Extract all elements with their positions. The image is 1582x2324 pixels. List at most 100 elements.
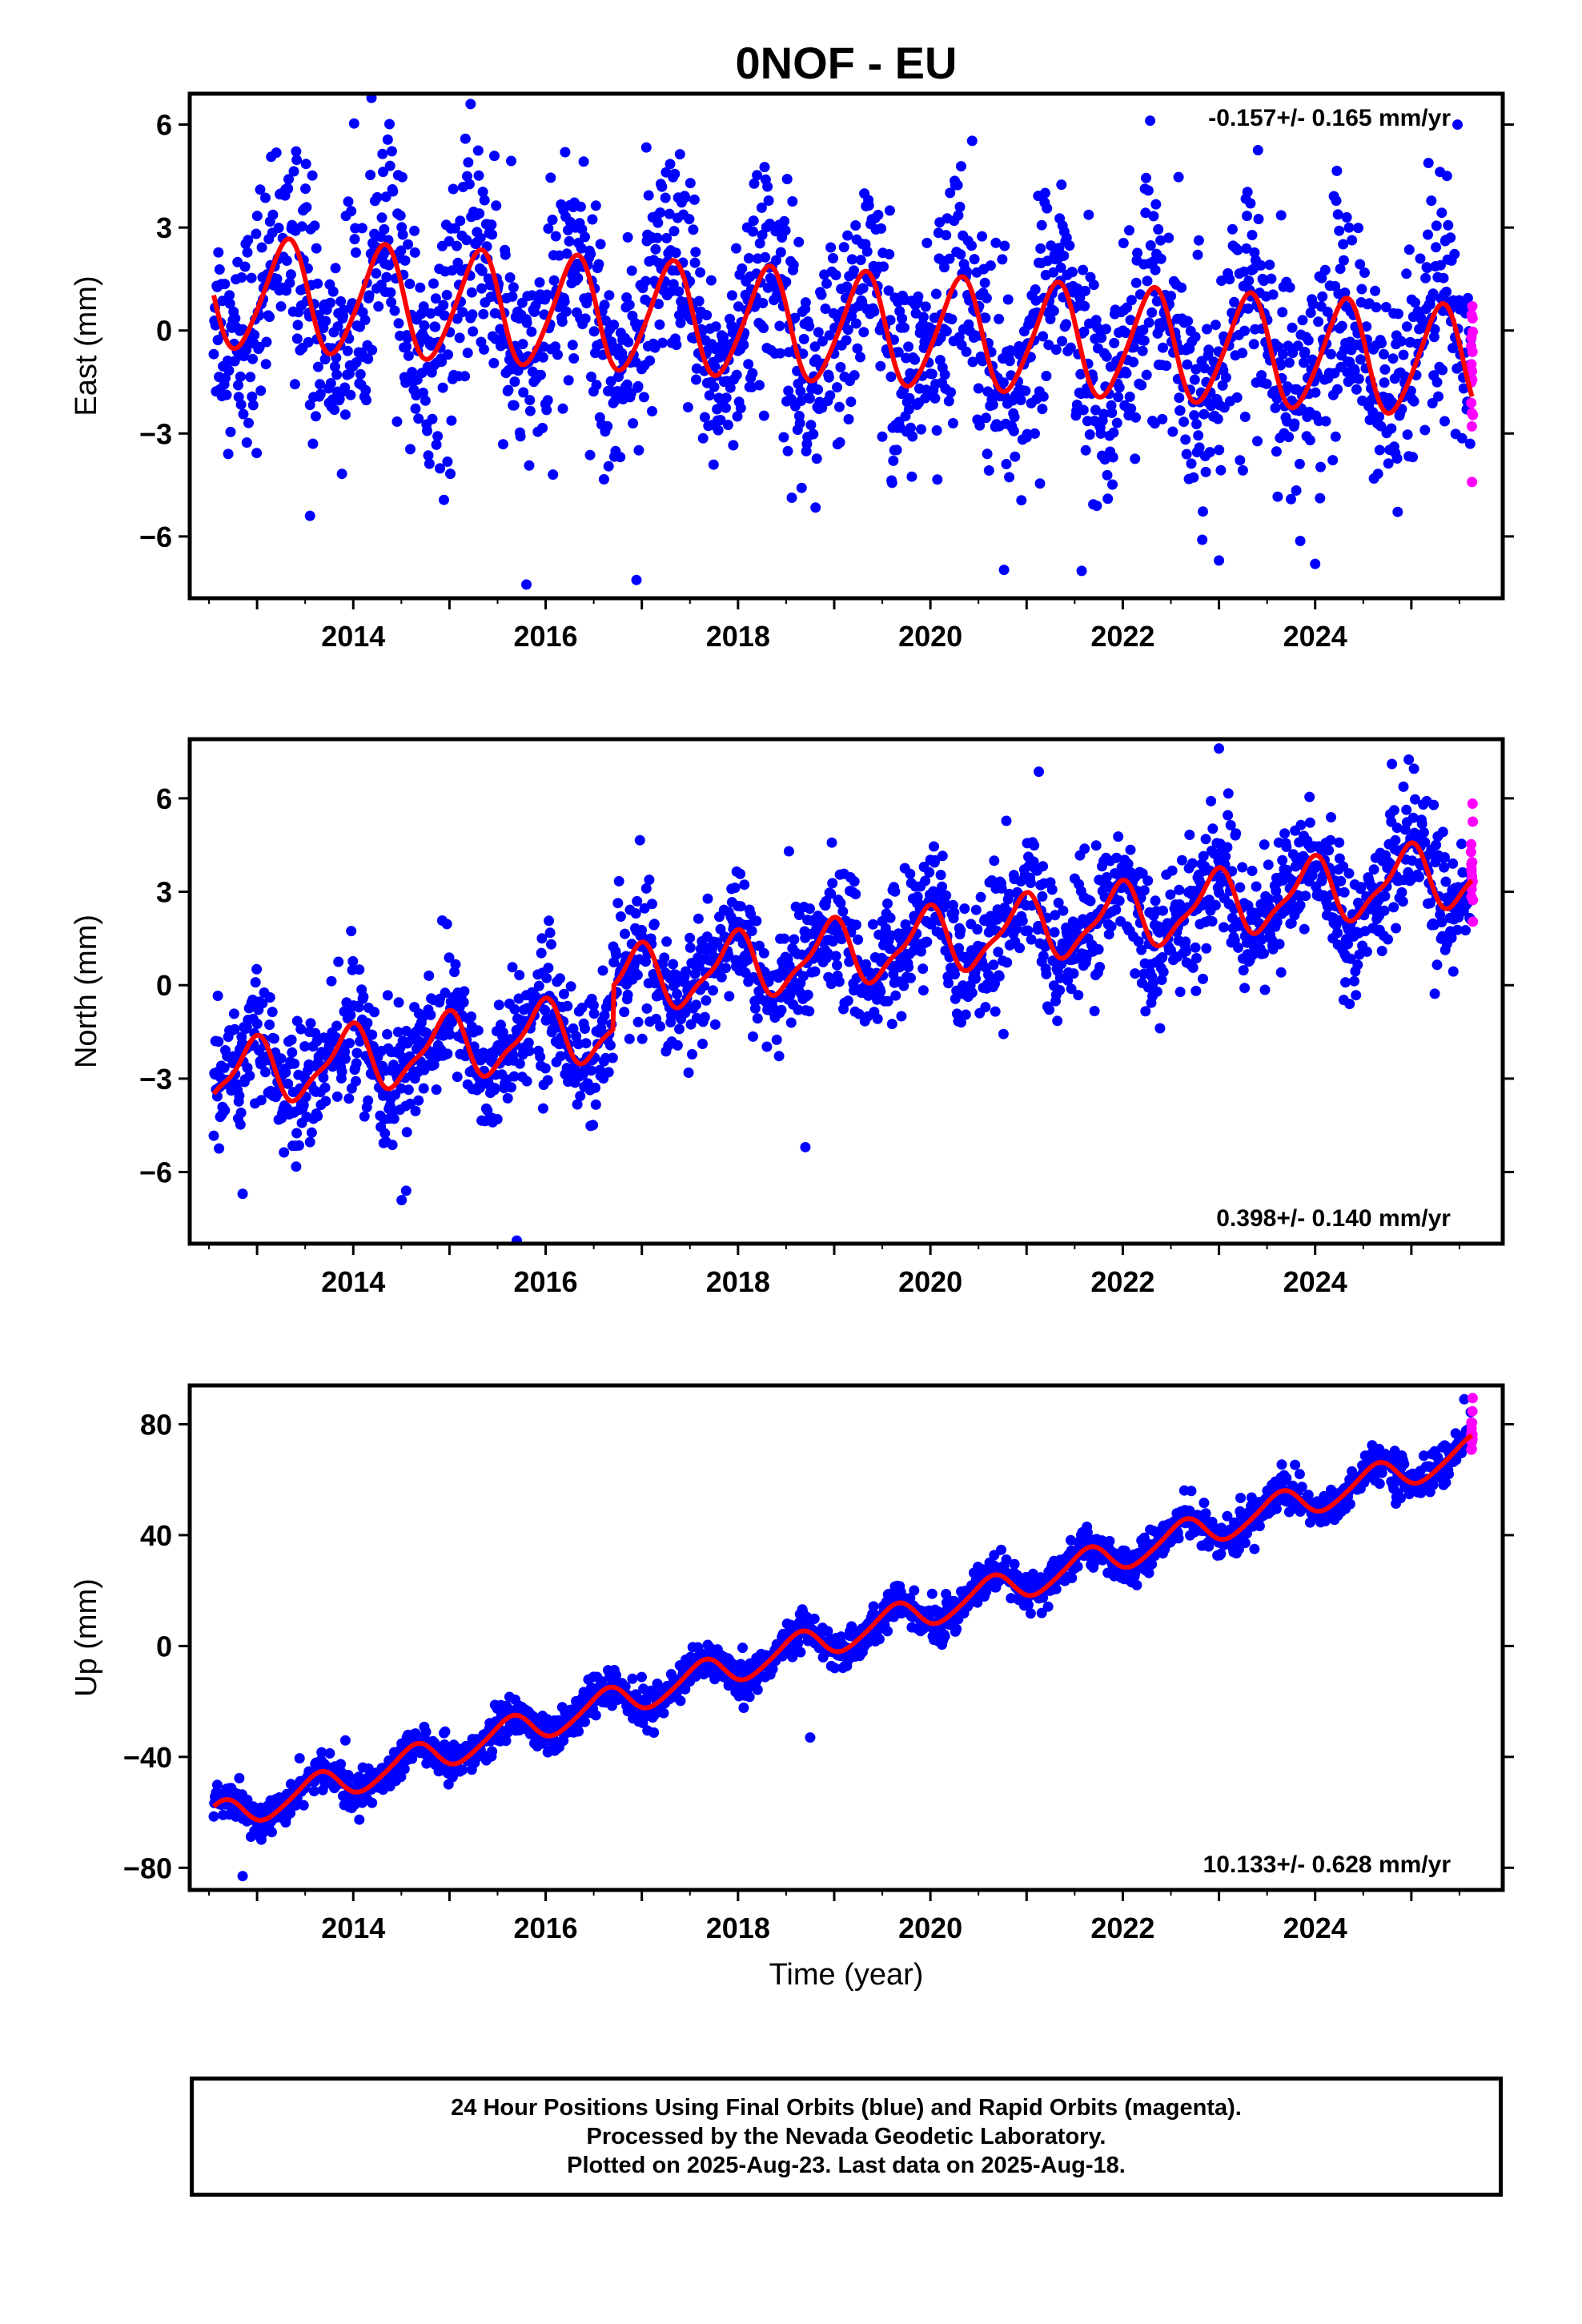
final-orbit-point — [632, 895, 643, 907]
final-orbit-point — [343, 196, 354, 207]
final-orbit-point — [251, 448, 263, 459]
final-orbit-point — [1407, 452, 1419, 463]
final-orbit-point — [722, 420, 733, 431]
final-orbit-point — [1151, 296, 1162, 307]
final-orbit-point — [559, 296, 570, 307]
final-orbit-point — [463, 157, 474, 168]
final-orbit-point — [224, 290, 235, 301]
final-orbit-point — [1271, 916, 1283, 927]
data-points — [208, 1393, 1478, 1882]
final-orbit-point — [793, 236, 805, 247]
final-orbit-point — [989, 855, 1000, 866]
final-orbit-point — [237, 1188, 248, 1200]
final-orbit-point — [1141, 172, 1151, 183]
final-orbit-point — [384, 119, 395, 130]
final-orbit-point — [886, 477, 897, 489]
final-orbit-point — [1299, 923, 1310, 935]
final-orbit-point — [1022, 925, 1034, 936]
final-orbit-point — [1326, 348, 1336, 360]
final-orbit-point — [315, 388, 326, 400]
final-orbit-point — [308, 1786, 319, 1797]
final-orbit-point — [1207, 823, 1219, 834]
final-orbit-point — [561, 248, 572, 259]
final-orbit-point — [1215, 464, 1227, 476]
final-orbit-point — [1062, 975, 1074, 986]
final-orbit-point — [1045, 313, 1056, 324]
final-orbit-point — [844, 956, 855, 967]
final-orbit-point — [1456, 838, 1467, 850]
data-points — [208, 743, 1479, 1244]
final-orbit-point — [808, 428, 819, 440]
final-orbit-point — [208, 1130, 219, 1141]
final-orbit-point — [979, 277, 990, 288]
final-orbit-point — [537, 1103, 548, 1114]
final-orbit-point — [1076, 565, 1087, 577]
final-orbit-point — [1083, 209, 1094, 220]
data-points — [208, 94, 1479, 590]
final-orbit-point — [402, 332, 413, 344]
final-orbit-point — [537, 423, 548, 433]
final-orbit-point — [1142, 275, 1153, 287]
final-orbit-point — [1085, 895, 1096, 907]
final-orbit-point — [264, 312, 275, 323]
final-orbit-point — [1388, 902, 1399, 913]
final-orbit-point — [1142, 185, 1154, 196]
final-orbit-point — [980, 1002, 991, 1013]
final-orbit-point — [1130, 412, 1141, 423]
final-orbit-point — [409, 225, 420, 236]
final-orbit-point — [1223, 788, 1234, 799]
final-orbit-point — [318, 1072, 329, 1083]
final-orbit-point — [356, 223, 367, 234]
final-orbit-point — [526, 326, 537, 337]
final-orbit-point — [1330, 431, 1341, 442]
final-orbit-point — [1137, 868, 1148, 879]
final-orbit-point — [213, 1036, 224, 1047]
final-orbit-point — [491, 200, 502, 211]
final-orbit-point — [460, 133, 471, 144]
final-orbit-point — [454, 332, 465, 344]
final-orbit-point — [1095, 428, 1106, 439]
final-orbit-point — [298, 1100, 309, 1111]
final-orbit-point — [1200, 834, 1211, 845]
final-orbit-point — [283, 183, 294, 195]
final-orbit-point — [858, 327, 869, 338]
final-orbit-point — [503, 384, 514, 396]
final-orbit-point — [1140, 207, 1151, 219]
final-orbit-point — [1351, 990, 1362, 1001]
final-orbit-point — [339, 1735, 351, 1746]
final-orbit-point — [1331, 195, 1342, 207]
final-orbit-point — [652, 232, 663, 243]
final-orbit-point — [929, 841, 939, 852]
final-orbit-point — [246, 272, 257, 283]
final-orbit-point — [705, 275, 717, 286]
final-orbit-point — [280, 1067, 291, 1078]
final-orbit-point — [283, 1078, 294, 1089]
final-orbit-point — [603, 460, 614, 472]
final-orbit-point — [789, 312, 801, 324]
final-orbit-point — [223, 365, 235, 376]
final-orbit-point — [1058, 905, 1069, 916]
final-orbit-point — [1388, 805, 1399, 816]
final-orbit-point — [795, 386, 806, 397]
final-orbit-point — [731, 243, 741, 254]
final-orbit-point — [312, 1111, 323, 1122]
final-orbit-point — [508, 1071, 520, 1082]
final-orbit-point — [1101, 351, 1112, 362]
plot-frame — [187, 737, 1505, 1246]
final-orbit-point — [330, 263, 341, 274]
final-orbit-point — [685, 178, 696, 189]
final-orbit-point — [291, 146, 302, 157]
final-orbit-point — [636, 1671, 647, 1683]
final-orbit-point — [1214, 555, 1225, 566]
final-orbit-point — [213, 247, 224, 258]
final-orbit-point — [285, 269, 296, 280]
final-orbit-point — [291, 333, 303, 344]
final-orbit-point — [708, 985, 718, 996]
final-orbit-point — [1439, 416, 1450, 427]
final-orbit-point — [373, 301, 384, 312]
final-orbit-point — [798, 971, 809, 982]
final-orbit-point — [1396, 887, 1407, 898]
final-orbit-point — [1334, 837, 1345, 848]
final-orbit-point — [1124, 225, 1134, 236]
final-orbit-point — [1138, 324, 1149, 336]
